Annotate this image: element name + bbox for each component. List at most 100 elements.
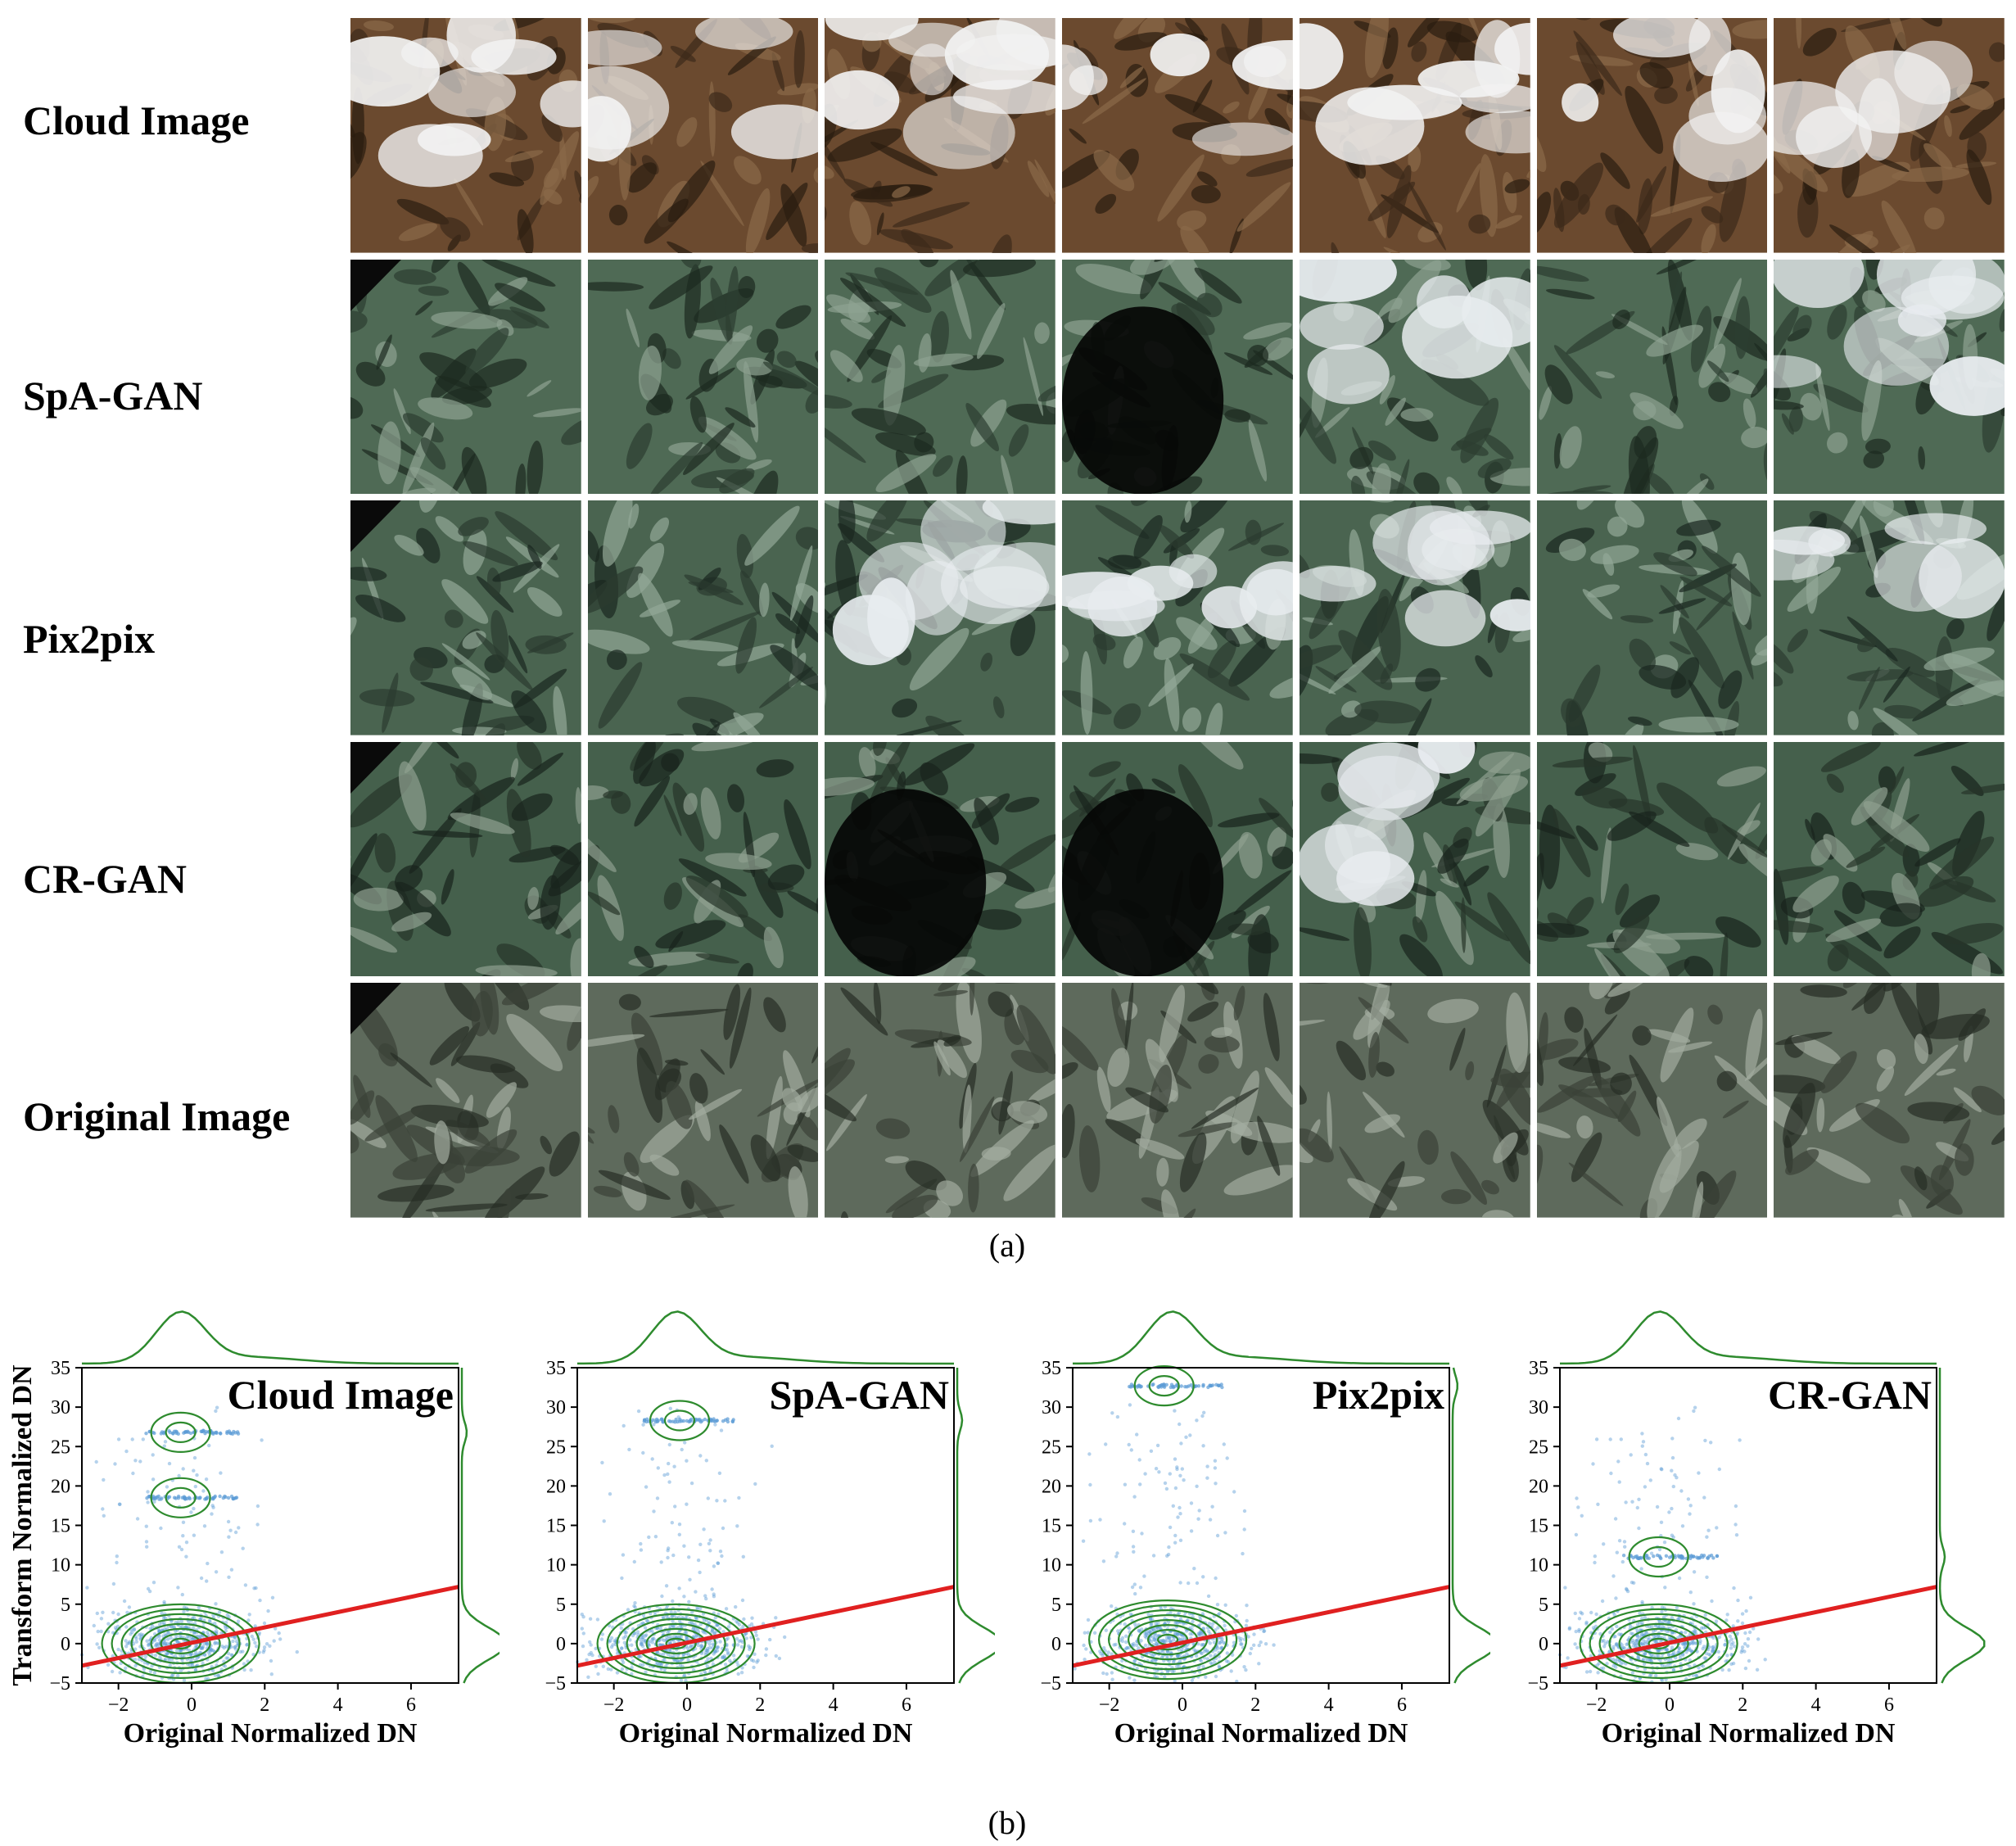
scatter-point [204, 1477, 209, 1482]
scatter-point [182, 1609, 186, 1614]
x-tick-label: 6 [1884, 1694, 1894, 1716]
scatter-point [744, 1636, 748, 1640]
scatter-point [1664, 1620, 1668, 1624]
scatter-point [696, 1643, 700, 1648]
scatter-point [188, 1496, 192, 1501]
scatter-point [1159, 1627, 1163, 1631]
scatter-point [1168, 1472, 1172, 1476]
scatter-point [1621, 1554, 1626, 1558]
scatter-point [671, 1599, 675, 1604]
scatter-point [1716, 1649, 1720, 1654]
scatter-point [683, 1631, 687, 1635]
scatter-point [676, 1635, 680, 1639]
scatter-point [1259, 1640, 1263, 1645]
image-tile-original-image-6 [1536, 983, 1768, 1218]
scatter-point [1694, 1631, 1698, 1636]
scatter-point [1144, 1636, 1148, 1640]
scatter-point [678, 1663, 683, 1667]
scatter-point [1740, 1612, 1745, 1616]
scatter-point [1148, 1630, 1152, 1634]
scatter-point [648, 1640, 652, 1644]
scatter-point [175, 1640, 180, 1644]
scatter-point [1244, 1667, 1248, 1672]
scatter-point [151, 1581, 156, 1585]
scatter-point [262, 1621, 267, 1626]
scatter-point [113, 1462, 117, 1466]
scatter-point [1671, 1484, 1675, 1489]
scatter-point [272, 1639, 276, 1643]
scatter-point [1178, 1473, 1182, 1477]
top-marginal-density [82, 1310, 459, 1365]
scatter-point [1218, 1640, 1222, 1645]
scatter-point [596, 1672, 600, 1676]
scatter-point [1123, 1622, 1127, 1627]
scatter-point [215, 1629, 219, 1633]
scatter-point [1252, 1632, 1256, 1636]
image-tile-cloud-image-2 [587, 18, 819, 253]
scatter-point [1115, 1551, 1119, 1555]
scatter-point [1740, 1645, 1745, 1649]
scatter-point [1156, 1626, 1160, 1630]
scatter-point [251, 1653, 255, 1657]
scatter-point [670, 1615, 674, 1619]
scatter-point [1573, 1611, 1577, 1616]
scatter-point [1150, 1635, 1155, 1639]
scatter-point [736, 1672, 740, 1676]
scatter-point [214, 1570, 219, 1574]
scatter-point [1735, 1631, 1740, 1636]
scatter-point [1763, 1658, 1767, 1662]
scatter-point [1600, 1599, 1605, 1604]
y-tick-label: 30 [1042, 1397, 1061, 1418]
scatter-point [1692, 1570, 1697, 1574]
scatter-point [264, 1642, 269, 1646]
scatter-point [1116, 1629, 1120, 1633]
scatter-point [640, 1644, 645, 1649]
scatter-point [1574, 1532, 1579, 1537]
scatter-point [193, 1667, 198, 1672]
scatter-point [1150, 1658, 1155, 1663]
scatter-point [106, 1622, 111, 1626]
scatter-point [99, 1617, 104, 1621]
scatter-point [741, 1554, 745, 1559]
scatter-point [712, 1652, 716, 1656]
scatter-point [1594, 1437, 1599, 1441]
scatter-point [163, 1643, 167, 1647]
scatter-point [1593, 1560, 1597, 1565]
scatter-point [1167, 1636, 1172, 1640]
y-tick-label: 35 [51, 1358, 70, 1379]
scatter-point [1658, 1555, 1662, 1559]
scatter-point [683, 1441, 687, 1445]
top-marginal-density [1560, 1310, 1937, 1365]
x-axis-label: Original Normalized DN [124, 1718, 418, 1749]
scatter-point [1140, 1627, 1144, 1631]
x-tick-label: 6 [1397, 1694, 1407, 1716]
image-tile-cloud-image-4 [1062, 18, 1293, 253]
scatter-point [1084, 1647, 1088, 1651]
scatter-point [1272, 1643, 1276, 1647]
scatter-point [102, 1477, 106, 1482]
scatter-point [1101, 1654, 1105, 1658]
scatter-point [1710, 1649, 1715, 1654]
scatter-point [1731, 1624, 1735, 1628]
scatter-point [1657, 1649, 1661, 1653]
scatter-point [1641, 1440, 1646, 1444]
scatter-point [1591, 1462, 1595, 1466]
x-tick-label: 2 [755, 1694, 765, 1716]
scatter-point [96, 1629, 100, 1634]
scatter-point [180, 1654, 185, 1658]
scatter-point [1197, 1633, 1201, 1638]
scatter-point [1165, 1649, 1169, 1654]
scatter-point [211, 1505, 215, 1509]
scatter-points [1073, 1382, 1276, 1684]
scatter-point [1683, 1645, 1687, 1649]
scatter-point [1702, 1656, 1706, 1660]
scatter-point [1643, 1652, 1648, 1656]
scatter-point [1641, 1658, 1646, 1662]
scatter-point [1672, 1650, 1676, 1654]
image-tile-spa-gan-3 [825, 259, 1056, 495]
scatter-point [1681, 1653, 1685, 1658]
y-tick-label: 15 [546, 1516, 566, 1537]
scatter-point [1139, 1639, 1143, 1643]
scatter-point [1099, 1651, 1103, 1656]
scatter-point [1219, 1646, 1223, 1651]
